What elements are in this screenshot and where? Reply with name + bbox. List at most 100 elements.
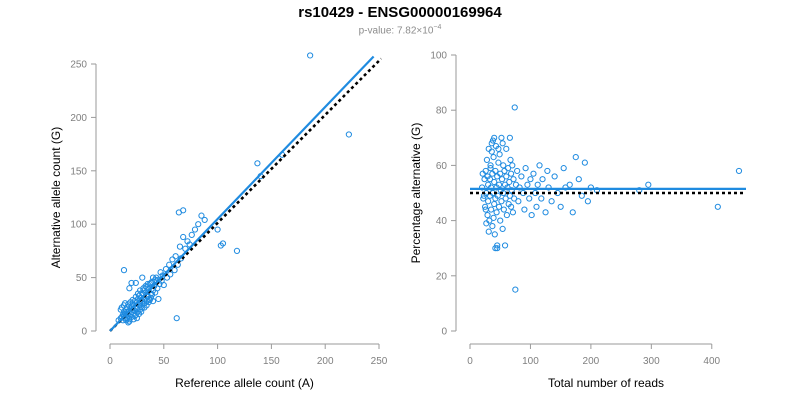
data-point <box>493 209 500 216</box>
data-point <box>143 302 150 309</box>
data-point <box>714 203 721 210</box>
data-point <box>498 176 506 183</box>
data-point <box>514 167 521 175</box>
data-point <box>497 170 504 177</box>
data-point <box>534 181 541 188</box>
data-point <box>542 209 549 216</box>
y-tick-label: 250 <box>70 60 87 71</box>
data-point <box>516 184 523 191</box>
data-point <box>587 184 594 191</box>
data-point <box>180 233 187 241</box>
y-tick-label: 0 <box>81 327 87 338</box>
data-point <box>508 203 515 210</box>
data-point <box>125 319 132 326</box>
data-point <box>490 214 497 221</box>
data-point <box>500 162 507 169</box>
data-point <box>548 198 555 205</box>
y-axis-title: Alternative allele count (G) <box>49 127 63 268</box>
x-tick-label: 0 <box>467 356 473 367</box>
data-point <box>254 160 261 167</box>
data-point <box>478 184 486 191</box>
data-point <box>495 159 502 166</box>
data-point <box>484 211 491 219</box>
data-point <box>191 226 199 233</box>
data-point <box>536 162 543 169</box>
data-point <box>160 281 167 289</box>
y-tick-label: 20 <box>436 271 448 282</box>
data-point <box>510 176 517 183</box>
data-point <box>147 279 154 287</box>
data-point <box>482 203 489 210</box>
scatter-panel-1: 0 50 100 150 200 250 0 50 100 150 200 250 Reference … <box>49 52 388 390</box>
data-point <box>562 184 569 191</box>
data-point <box>575 176 582 183</box>
data-point <box>521 206 528 213</box>
data-point <box>139 274 146 281</box>
data-point <box>735 167 743 175</box>
x-tick-label: 0 <box>107 356 113 367</box>
data-point <box>504 165 512 172</box>
data-point <box>495 203 503 210</box>
data-point <box>526 195 533 202</box>
data-point <box>166 261 173 268</box>
data-point <box>492 167 499 175</box>
data-point <box>494 242 501 249</box>
data-point <box>502 195 509 202</box>
y-tick-label: 100 <box>430 51 447 62</box>
data-point <box>233 247 241 254</box>
data-point <box>198 212 205 219</box>
data-point <box>120 267 128 274</box>
y-tick-label: 50 <box>76 273 88 284</box>
data-point <box>488 148 495 155</box>
data-point <box>569 209 576 216</box>
data-point <box>507 156 514 163</box>
data-point <box>490 154 497 161</box>
data-point <box>545 184 552 191</box>
data-point <box>512 286 519 293</box>
data-point <box>499 140 506 147</box>
data-point <box>180 207 187 214</box>
x-tick-label: 250 <box>371 356 388 367</box>
data-point <box>578 192 585 199</box>
data-point <box>512 181 520 188</box>
data-point <box>172 253 179 260</box>
chart-subtitle-pvalue: p-value: 7.82×10−4 <box>0 24 800 36</box>
data-point <box>498 134 505 141</box>
data-point <box>560 165 567 172</box>
data-point <box>171 267 178 274</box>
data-point <box>522 165 529 172</box>
data-point <box>487 162 494 169</box>
data-point <box>503 145 510 152</box>
reference-line <box>109 57 383 332</box>
data-point <box>491 231 498 238</box>
x-tick-label: 50 <box>158 356 170 367</box>
data-point <box>503 211 510 219</box>
data-point <box>491 134 498 141</box>
data-point <box>581 159 588 166</box>
y-tick-label: 100 <box>70 220 87 231</box>
data-point <box>495 181 503 188</box>
y-tick-label: 150 <box>70 166 87 177</box>
data-point <box>499 225 506 232</box>
data-point <box>485 198 492 205</box>
data-point <box>544 167 551 175</box>
data-point <box>584 198 591 205</box>
data-point <box>479 170 486 177</box>
data-point <box>482 206 489 213</box>
data-point <box>491 178 498 186</box>
scatter-panel-2: 0 100 200 300 400 0 20 40 60 80 100 Total number of… <box>409 51 746 390</box>
x-tick-label: 200 <box>317 356 334 367</box>
data-point <box>480 195 487 202</box>
pvalue-exponent: −4 <box>433 24 442 31</box>
data-point <box>129 296 136 304</box>
data-point <box>506 178 513 186</box>
data-point <box>128 279 135 287</box>
data-point <box>494 192 501 199</box>
data-point <box>495 145 502 152</box>
x-tick-label: 400 <box>703 356 720 367</box>
data-point <box>219 240 227 247</box>
data-point <box>508 187 515 194</box>
data-point <box>509 162 516 169</box>
data-point <box>515 198 522 205</box>
chart-title: rs10429 - ENSG00000169964 <box>298 4 502 21</box>
